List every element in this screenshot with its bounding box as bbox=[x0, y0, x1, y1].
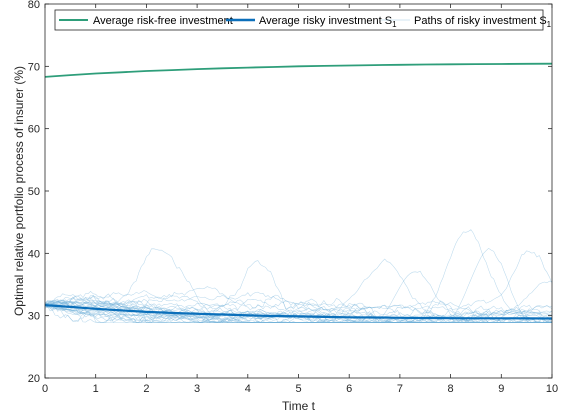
legend-label-paths-sub: 1 bbox=[547, 20, 552, 29]
y-tick-label: 60 bbox=[28, 124, 40, 136]
legend-label-risky-sub: 1 bbox=[392, 20, 397, 29]
risky-path-line bbox=[44, 270, 552, 323]
series-line-riskfree bbox=[44, 62, 553, 78]
risky-path-line bbox=[45, 300, 553, 323]
risky-path-line bbox=[44, 303, 552, 323]
risky-path-line bbox=[44, 301, 552, 323]
risky-path-line bbox=[44, 297, 552, 323]
x-tick-label: 2 bbox=[143, 383, 149, 395]
series-lines bbox=[44, 62, 553, 320]
x-tick-label: 1 bbox=[93, 383, 99, 395]
x-tick-label: 6 bbox=[346, 383, 352, 395]
y-axis-ticks: 20 30 40 50 60 70 80 bbox=[28, 0, 552, 385]
legend-label-risky: Average risky investment S1 bbox=[259, 15, 397, 29]
risky-path-line bbox=[44, 250, 553, 315]
y-tick-label: 20 bbox=[28, 373, 40, 385]
series-line-risky bbox=[44, 304, 553, 320]
risky-path-line bbox=[44, 247, 552, 323]
x-tick-label: 9 bbox=[498, 383, 504, 395]
risky-path-line bbox=[44, 300, 552, 323]
x-axis-label: Time t bbox=[282, 399, 316, 413]
legend-box bbox=[54, 9, 544, 31]
y-axis-label: Optimal relative portfolio process of in… bbox=[12, 66, 26, 316]
legend: Average risk-free investment Average ris… bbox=[54, 9, 552, 31]
risky-path-line bbox=[44, 301, 553, 323]
x-tick-label: 0 bbox=[42, 383, 48, 395]
x-tick-label: 3 bbox=[194, 383, 200, 395]
risky-path-line bbox=[44, 302, 552, 323]
x-tick-label: 7 bbox=[397, 383, 403, 395]
y-tick-label: 50 bbox=[28, 186, 40, 198]
risky-path-line bbox=[44, 299, 552, 323]
y-tick-label: 70 bbox=[28, 61, 40, 73]
risky-path-line bbox=[44, 300, 553, 323]
risky-path-line bbox=[44, 301, 553, 323]
risky-path-line bbox=[44, 306, 553, 323]
y-tick-label: 40 bbox=[28, 248, 40, 260]
x-tick-label: 4 bbox=[245, 383, 251, 395]
x-axis-ticks: 0 1 2 3 4 5 6 7 8 9 10 bbox=[42, 4, 558, 395]
risky-path-line bbox=[44, 258, 553, 320]
x-tick-label: 5 bbox=[295, 383, 301, 395]
x-tick-label: 8 bbox=[448, 383, 454, 395]
y-tick-label: 80 bbox=[28, 0, 40, 11]
x-tick-label: 10 bbox=[546, 383, 558, 395]
risky-path-line bbox=[44, 294, 553, 323]
risky-path-line bbox=[44, 296, 552, 323]
legend-label-paths-main: Paths of risky investment S bbox=[414, 15, 547, 27]
legend-label-paths: Paths of risky investment S1 bbox=[414, 15, 552, 29]
legend-label-riskfree: Average risk-free investment bbox=[93, 15, 233, 27]
legend-label-risky-main: Average risky investment S bbox=[259, 15, 392, 27]
y-tick-label: 30 bbox=[28, 311, 40, 323]
risky-path-line bbox=[44, 291, 552, 323]
risky-paths bbox=[44, 229, 553, 323]
